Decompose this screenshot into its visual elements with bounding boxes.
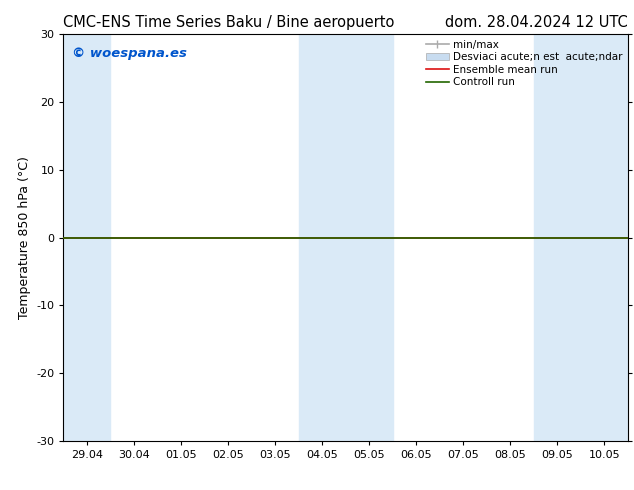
Bar [299,34,392,441]
Legend: min/max, Desviaci acute;n est  acute;ndar, Ensemble mean run, Controll run: min/max, Desviaci acute;n est acute;ndar… [424,37,624,89]
Text: CMC-ENS Time Series Baku / Bine aeropuerto: CMC-ENS Time Series Baku / Bine aeropuer… [63,15,395,30]
Bar [63,34,110,441]
Y-axis label: Temperature 850 hPa (°C): Temperature 850 hPa (°C) [18,156,30,319]
Bar [534,34,628,441]
Text: © woespana.es: © woespana.es [72,47,187,59]
Text: dom. 28.04.2024 12 UTC: dom. 28.04.2024 12 UTC [445,15,628,30]
